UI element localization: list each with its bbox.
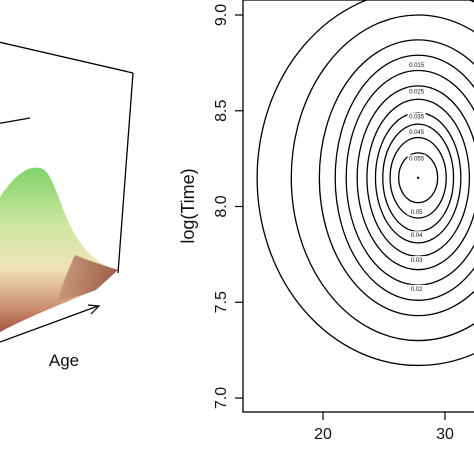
y-tick-label: 9.0 [213,4,230,26]
contour-line-9 [389,136,447,219]
contour-line-2 [318,39,474,317]
contour-line-3 [334,54,474,301]
contour-line-5 [356,85,474,271]
contour-label-bg [407,154,426,162]
y-tick-label: 8.5 [213,100,230,122]
contour-lines [256,0,474,367]
contour-label: 0.055 [409,157,425,163]
contour-labels: 0.015 0.025 0.035 0.045 0.055 0.05 0.04 0.03 0.0… [407,60,426,293]
age-axis-label: Age [49,351,79,370]
y-tick-label: 7.0 [213,387,230,409]
contour-label-bg [407,208,426,216]
age-axis-arrow-line [0,305,99,343]
surface-plot-panel: Age [0,41,134,370]
contour-plot-panel: 0.015 0.025 0.035 0.045 0.055 0.05 0.04 0.03 0.0… [178,0,474,443]
contour-label: 0.02 [411,287,423,293]
contour-label-bg [407,112,426,120]
contour-label: 0.05 [411,210,423,216]
contour-label-bg [407,284,426,292]
y-axis-title: log(Time) [178,168,198,243]
contour-label-bg [407,256,426,264]
surface-mesh [0,167,118,333]
contour-line-4 [345,69,474,286]
plot-frame [242,0,474,413]
contour-label: 0.015 [409,63,425,69]
surface-mesh-side [58,255,118,300]
contour-label: 0.035 [409,114,425,120]
contour-label-bg [407,231,426,239]
x-tick-label: 30 [436,426,454,443]
contour-line-10 [397,152,439,204]
x-axis: 20 30 [314,412,454,443]
contour-line-1 [290,14,474,342]
contour-label-bg [407,60,426,68]
contour-label-bg [407,87,426,95]
y-tick-label: 7.5 [213,291,230,313]
contour-line-0 [256,0,474,367]
bounding-box [0,41,134,274]
contour-label: 0.03 [411,258,423,264]
contour-label: 0.025 [409,90,425,96]
age-axis-arrowhead [87,304,101,315]
y-axis: 7.0 7.5 8.0 8.5 9.0 [213,4,243,409]
contour-label-bg [407,127,426,135]
x-tick-label: 20 [314,426,332,443]
peak-point [416,176,420,179]
contour-label: 0.045 [409,130,425,136]
y-tick-label: 8.0 [213,195,230,217]
contour-label: 0.04 [411,233,423,239]
